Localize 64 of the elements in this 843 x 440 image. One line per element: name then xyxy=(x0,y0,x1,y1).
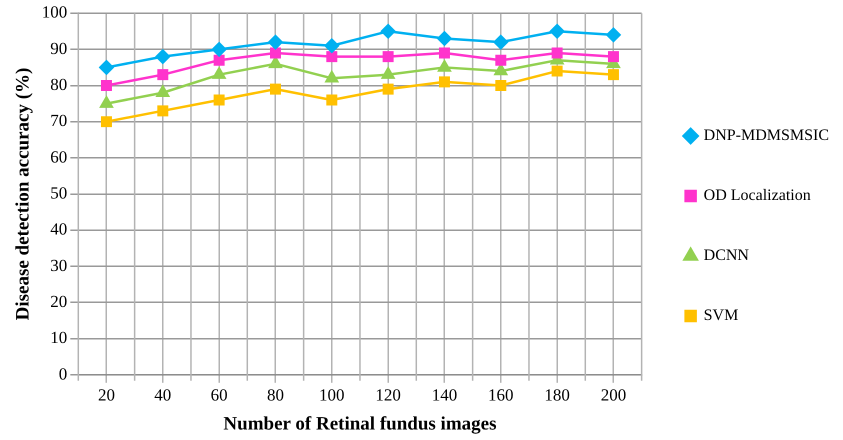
y-tick-label: 10 xyxy=(50,328,68,348)
point xyxy=(437,31,452,46)
point xyxy=(324,38,340,53)
x-tick-label: 160 xyxy=(488,385,514,404)
point xyxy=(270,84,281,95)
x-tick-label: 120 xyxy=(375,385,401,404)
point xyxy=(552,66,563,77)
point xyxy=(438,60,451,72)
point xyxy=(268,34,283,50)
point xyxy=(608,51,619,62)
point xyxy=(495,80,506,92)
point xyxy=(214,94,225,106)
x-tick-label: 140 xyxy=(432,385,458,404)
point xyxy=(100,116,112,128)
x-tick-label: 200 xyxy=(600,385,626,404)
point xyxy=(550,24,564,39)
x-tick-label: 100 xyxy=(319,385,345,404)
y-tick-label: 100 xyxy=(42,2,68,22)
point xyxy=(214,54,225,66)
point xyxy=(438,76,450,88)
y-axis-title: Disease detection accuracy (%) xyxy=(12,68,34,320)
y-tick-label: 50 xyxy=(50,183,68,202)
point xyxy=(156,86,170,97)
legend-label: OD Localization xyxy=(704,187,811,204)
point xyxy=(99,60,114,75)
point xyxy=(382,51,394,62)
point xyxy=(270,47,281,58)
x-tick-label: 40 xyxy=(154,385,172,404)
x-tick-label: 60 xyxy=(210,385,228,404)
point xyxy=(212,67,226,79)
point xyxy=(325,71,338,83)
point xyxy=(380,24,396,39)
point xyxy=(326,51,338,62)
y-tick-label: 30 xyxy=(50,256,68,275)
point xyxy=(552,47,563,58)
y-tick-label: 0 xyxy=(58,364,68,384)
point xyxy=(157,105,168,116)
point xyxy=(157,69,168,80)
point xyxy=(326,94,338,106)
point xyxy=(100,96,113,108)
point xyxy=(606,28,621,42)
y-tick-label: 70 xyxy=(50,111,68,130)
point xyxy=(438,47,450,58)
y-tick-label: 60 xyxy=(50,147,68,166)
point xyxy=(100,80,112,92)
point xyxy=(382,67,395,79)
legend-label: SVM xyxy=(704,307,738,324)
y-tick-label: 20 xyxy=(50,292,68,311)
point xyxy=(494,34,508,50)
x-tick-label: 20 xyxy=(98,385,115,404)
x-axis-title: Number of Retinal fundus images xyxy=(223,414,496,435)
y-tick-label: 80 xyxy=(50,74,68,94)
legend-label: DCNN xyxy=(704,247,750,264)
point xyxy=(156,49,170,64)
point xyxy=(494,64,508,76)
legend-label: DNP-MDMSMSIC xyxy=(704,127,830,144)
y-tick-label: 90 xyxy=(50,38,68,58)
point xyxy=(212,42,226,57)
x-tick-label: 180 xyxy=(544,385,570,404)
point xyxy=(382,84,394,95)
point xyxy=(608,69,619,80)
point xyxy=(495,54,506,66)
y-tick-label: 40 xyxy=(50,220,68,239)
x-tick-label: 80 xyxy=(266,385,284,404)
